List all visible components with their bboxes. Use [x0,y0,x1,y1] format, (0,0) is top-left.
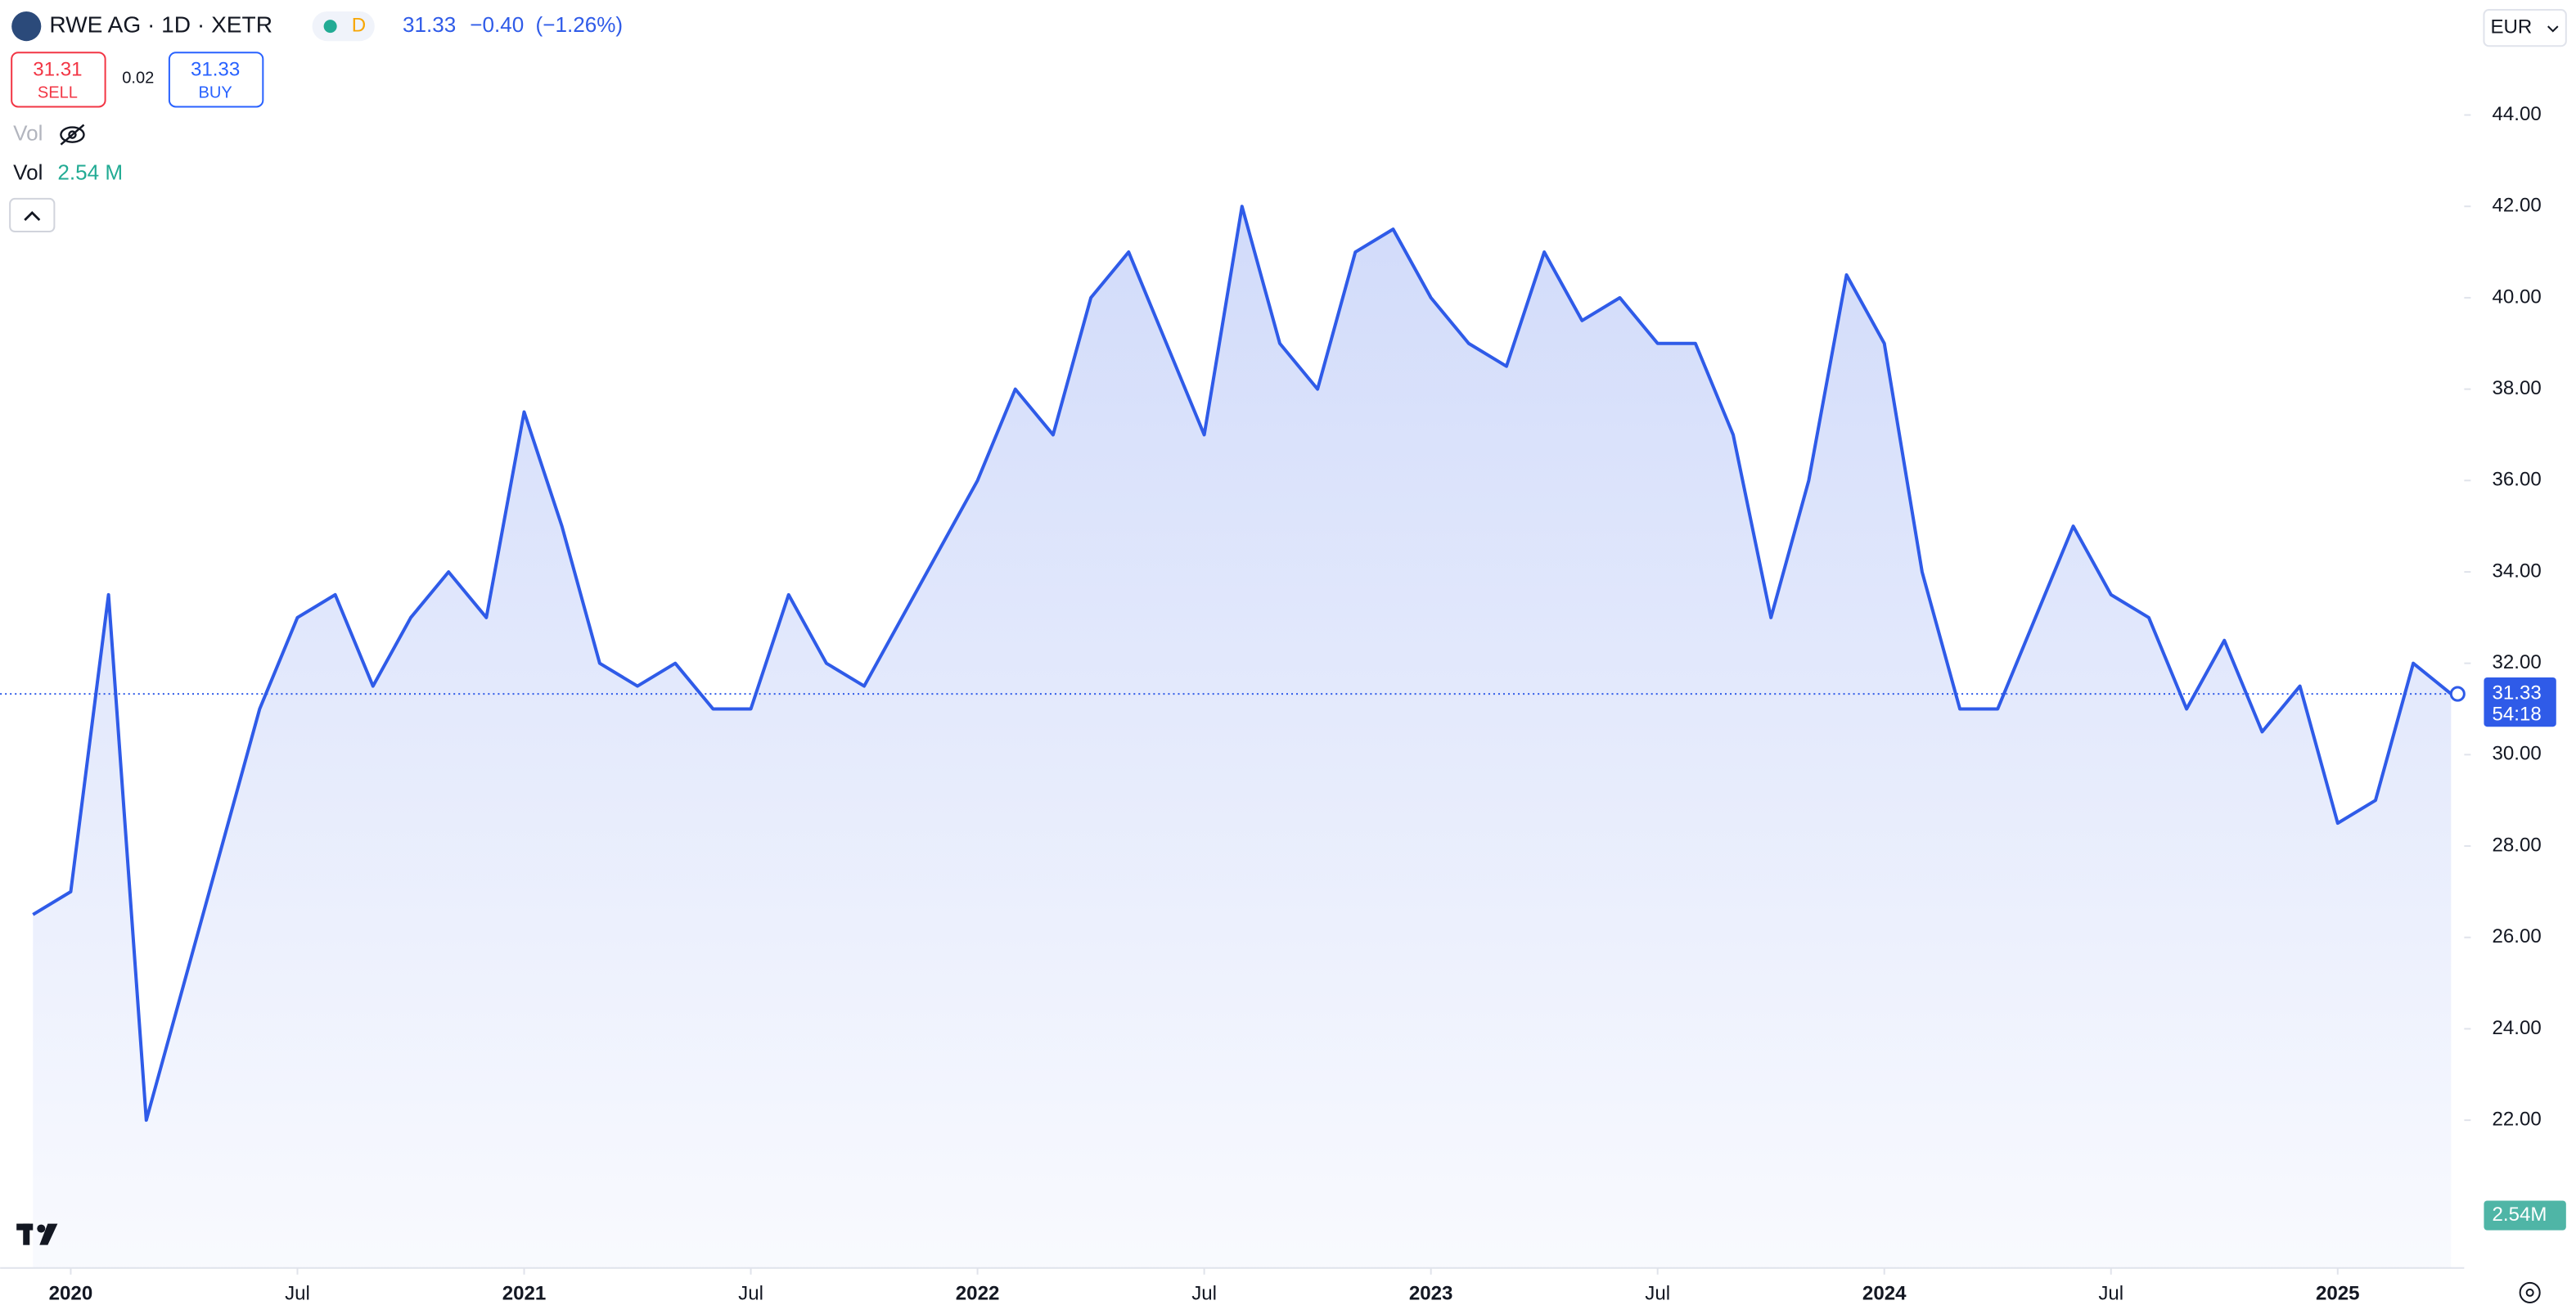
sell-price: 31.31 [33,59,82,81]
countdown: 54:18 [2492,704,2541,726]
symbol: RWE AG · 1D · XETR [49,12,272,38]
x-tick-label: 2023 [1409,1282,1453,1304]
buy-button[interactable] [168,52,264,108]
price-line [32,205,2452,1123]
badge: D [352,14,366,36]
vol-hidden: Vol [13,121,43,146]
volume-tag-label: 2.54M [2492,1204,2547,1226]
x-tick-label: Jul [738,1282,763,1304]
price-tag-label: 31.33 [2492,682,2541,704]
x-tick-label: 2024 [1862,1282,1907,1304]
x-tick-label: Jul [2098,1282,2123,1304]
eye-icon[interactable] [60,124,85,146]
x-tick-label: Jul [1191,1282,1217,1304]
x-tick-label: 2025 [2316,1282,2360,1304]
price-tag [2484,677,2556,727]
vol-value: 2.54 M [57,160,123,185]
y-tick-label: 36.00 [2492,469,2541,491]
change-pct: (−1.26%) [536,12,624,37]
chevron [24,210,41,221]
status-dot [323,20,337,34]
change: −0.40 [470,12,524,37]
caret [2547,25,2559,33]
x-tick-label: 2020 [49,1282,93,1304]
collapse-button[interactable] [9,197,56,233]
currency-button[interactable] [2483,9,2567,47]
logo [11,11,42,42]
y-tick-label: 30.00 [2492,743,2541,765]
sell: SELL [38,84,78,102]
buy-price: 31.33 [191,59,240,81]
y-tick-label: 22.00 [2492,1108,2541,1130]
y-tick-label: 26.00 [2492,925,2541,947]
y-tick-label: 24.00 [2492,1017,2541,1039]
spread: 0.02 [122,70,154,88]
sell-button[interactable] [11,52,106,108]
badge-bg [312,11,375,42]
y-tick-label: 38.00 [2492,377,2541,399]
y-tick-label: 32.00 [2492,651,2541,673]
buy: BUY [198,84,232,102]
vol-label: Vol [13,160,43,185]
y-tick-label: 44.00 [2492,103,2541,125]
last-point [2449,686,2466,702]
x-tick-label: Jul [1645,1282,1670,1304]
y-tick-label: 28.00 [2492,834,2541,856]
area-fill [33,206,2452,1268]
x-tick-label: Jul [285,1282,310,1304]
settings-icon[interactable] [2519,1281,2541,1303]
x-tick-label: 2021 [502,1282,547,1304]
last: 31.33 [403,12,456,37]
volume-tag [2484,1200,2566,1231]
tv-logo [16,1223,58,1245]
y-tick-label: 34.00 [2492,560,2541,582]
y-tick-label: 40.00 [2492,286,2541,308]
x-tick-label: 2022 [956,1282,1000,1304]
y-tick-label: 42.00 [2492,195,2541,217]
currency: EUR [2490,16,2532,38]
